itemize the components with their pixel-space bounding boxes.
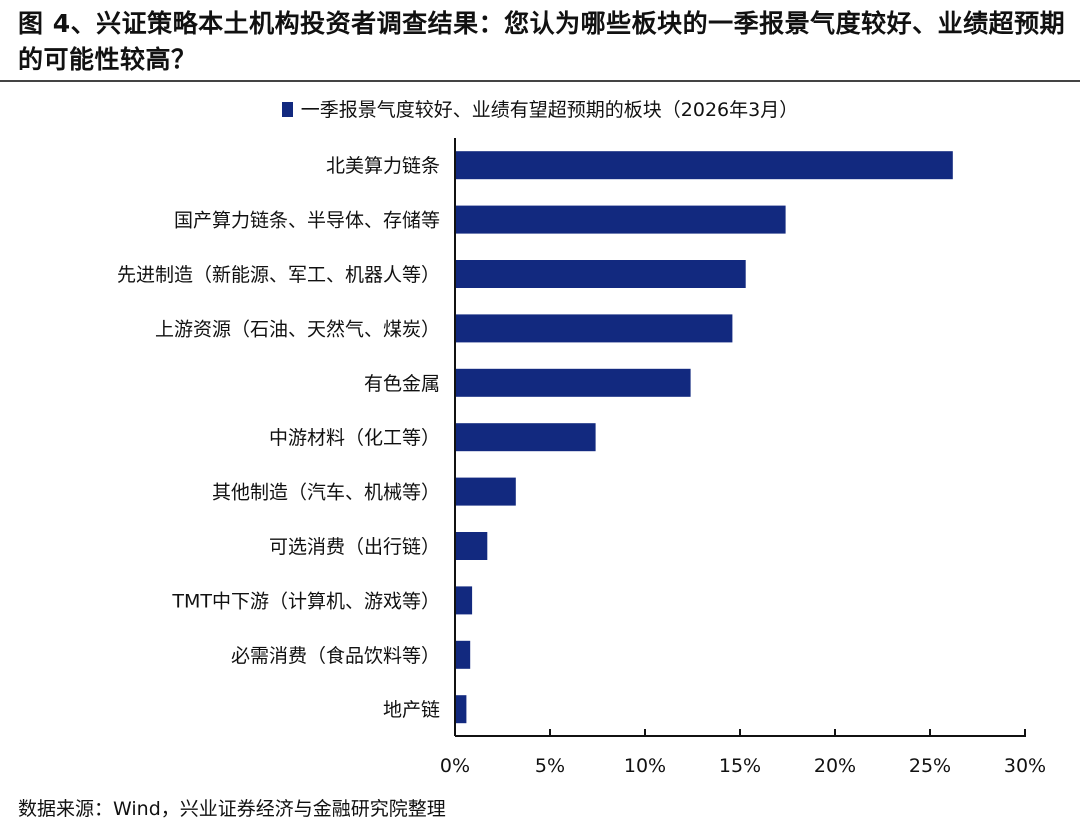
bar xyxy=(455,640,471,669)
bar xyxy=(455,260,746,288)
category-label: TMT中下游（计算机、游戏等） xyxy=(171,590,440,612)
category-label: 中游材料（化工等） xyxy=(269,427,440,449)
bar xyxy=(455,532,488,560)
source-note: 数据来源：Wind，兴业证券经济与金融研究院整理 xyxy=(18,798,446,820)
bar xyxy=(455,151,953,180)
legend-label: 一季报景气度较好、业绩有望超预期的板块（2026年3月） xyxy=(300,99,799,121)
category-label: 上游资源（石油、天然气、煤炭） xyxy=(155,318,440,340)
legend-swatch xyxy=(281,102,293,117)
category-label: 北美算力链条 xyxy=(326,155,440,177)
category-label: 必需消费（食品饮料等） xyxy=(231,645,440,667)
x-tick-label: 15% xyxy=(719,755,761,777)
x-tick-label: 10% xyxy=(624,755,666,777)
bar xyxy=(455,586,473,615)
x-tick-label: 25% xyxy=(909,755,951,777)
category-label: 有色金属 xyxy=(364,373,440,395)
bar xyxy=(455,695,467,724)
category-label: 地产链 xyxy=(383,699,440,721)
category-label: 先进制造（新能源、军工、机器人等） xyxy=(117,264,440,286)
category-label: 其他制造（汽车、机械等） xyxy=(212,482,440,504)
title-divider xyxy=(0,80,1080,82)
chart-title: 图 4、兴证策略本土机构投资者调查结果：您认为哪些板块的一季报景气度较好、业绩超… xyxy=(18,9,1066,74)
category-label: 国产算力链条、半导体、存储等 xyxy=(174,210,440,232)
x-tick-label: 5% xyxy=(535,755,565,777)
bar xyxy=(455,205,786,234)
x-tick-label: 0% xyxy=(440,755,470,777)
bar xyxy=(455,477,516,506)
bar xyxy=(455,368,691,397)
x-tick-label: 30% xyxy=(1004,755,1046,777)
bar xyxy=(455,423,596,452)
category-label: 可选消费（出行链） xyxy=(269,536,440,558)
legend: 一季报景气度较好、业绩有望超预期的板块（2026年3月） xyxy=(0,95,1080,122)
x-tick-label: 20% xyxy=(814,755,856,777)
bar xyxy=(455,314,733,343)
